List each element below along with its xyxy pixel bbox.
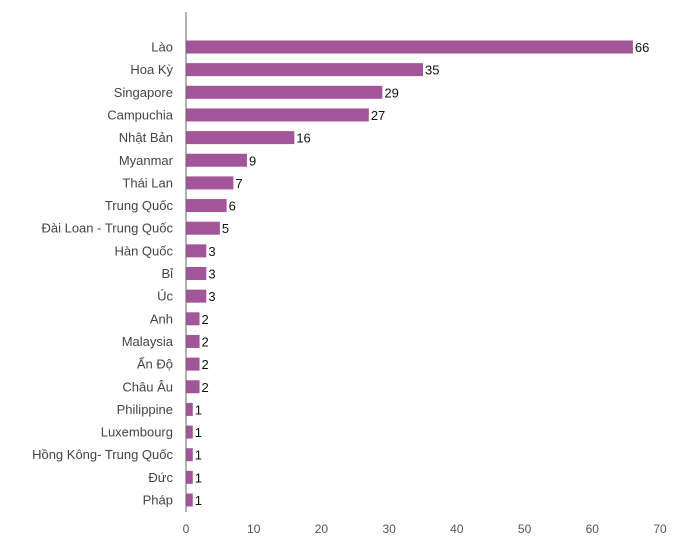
bar bbox=[186, 470, 193, 484]
bar bbox=[186, 221, 220, 235]
value-label: 2 bbox=[202, 357, 209, 372]
bar bbox=[186, 312, 200, 326]
value-label: 3 bbox=[208, 267, 215, 282]
bar bbox=[186, 425, 193, 439]
bar bbox=[186, 357, 200, 371]
category-label: Hồng Kông- Trung Quốc bbox=[32, 447, 173, 462]
category-label: Châu Âu bbox=[122, 379, 173, 394]
bar bbox=[186, 131, 295, 145]
x-tick-label: 40 bbox=[450, 522, 464, 536]
x-tick-label: 20 bbox=[315, 522, 329, 536]
category-label: Thái Lan bbox=[122, 175, 173, 190]
bar bbox=[186, 153, 247, 167]
x-tick-label: 10 bbox=[247, 522, 261, 536]
bar bbox=[186, 176, 234, 190]
x-tick-label: 50 bbox=[518, 522, 532, 536]
bar bbox=[186, 63, 423, 77]
value-label: 9 bbox=[249, 153, 256, 168]
bar bbox=[186, 108, 369, 122]
category-label: Bỉ bbox=[161, 266, 173, 281]
value-label: 2 bbox=[202, 380, 209, 395]
bar bbox=[186, 267, 207, 280]
category-label: Nhật Bản bbox=[119, 130, 173, 145]
category-label: Myanmar bbox=[119, 153, 174, 168]
value-label: 6 bbox=[229, 199, 236, 214]
value-label: 2 bbox=[202, 312, 209, 327]
category-label: Đài Loan - Trung Quốc bbox=[41, 221, 173, 236]
bar bbox=[186, 244, 207, 258]
category-label: Singapore bbox=[114, 85, 173, 100]
bar bbox=[186, 334, 200, 348]
value-label: 1 bbox=[195, 493, 202, 508]
x-tick-label: 30 bbox=[382, 522, 396, 536]
bar bbox=[186, 402, 193, 416]
bars-group bbox=[186, 40, 633, 507]
value-label: 16 bbox=[296, 131, 310, 146]
bar bbox=[186, 289, 207, 303]
bar bbox=[186, 448, 193, 462]
category-label: Luxembourg bbox=[101, 425, 173, 440]
value-label: 7 bbox=[235, 176, 242, 191]
x-tick-labels-group: 0 10 20 30 40 50 60 70 bbox=[183, 522, 667, 536]
value-label: 66 bbox=[635, 40, 649, 55]
value-label: 1 bbox=[195, 425, 202, 440]
bar bbox=[186, 199, 227, 213]
bar bbox=[186, 85, 383, 99]
category-label: Pháp bbox=[143, 493, 173, 508]
category-label: Trung Quốc bbox=[105, 198, 174, 213]
value-label: 1 bbox=[195, 448, 202, 463]
value-label: 1 bbox=[195, 402, 202, 417]
category-labels-group: Lào Hoa Kỳ Singapore Campuchia Nhật Bản Myanm… bbox=[32, 40, 174, 508]
x-tick-label: 0 bbox=[183, 522, 190, 536]
category-label: Anh bbox=[150, 311, 173, 326]
bar bbox=[186, 493, 193, 507]
value-label: 29 bbox=[384, 85, 398, 100]
category-label: Ấn Độ bbox=[137, 357, 173, 372]
value-label: 2 bbox=[202, 334, 209, 349]
value-label: 1 bbox=[195, 470, 202, 485]
category-label: Hàn Quốc bbox=[114, 243, 173, 258]
category-label: Philippine bbox=[117, 402, 173, 417]
value-label: 27 bbox=[371, 108, 385, 123]
value-label: 35 bbox=[425, 63, 439, 78]
value-label: 3 bbox=[208, 289, 215, 304]
x-tick-label: 70 bbox=[653, 522, 667, 536]
value-label: 3 bbox=[208, 244, 215, 259]
category-label: Malaysia bbox=[122, 334, 174, 349]
category-label: Đức bbox=[148, 470, 173, 485]
bar bbox=[186, 40, 633, 54]
category-label: Hoa Kỳ bbox=[130, 62, 173, 77]
x-tick-label: 60 bbox=[586, 522, 600, 536]
bar bbox=[186, 380, 200, 394]
category-label: Campuchia bbox=[107, 107, 174, 122]
category-label: Lào bbox=[151, 40, 173, 55]
value-label: 5 bbox=[222, 221, 229, 236]
category-label: Úc bbox=[157, 289, 173, 304]
